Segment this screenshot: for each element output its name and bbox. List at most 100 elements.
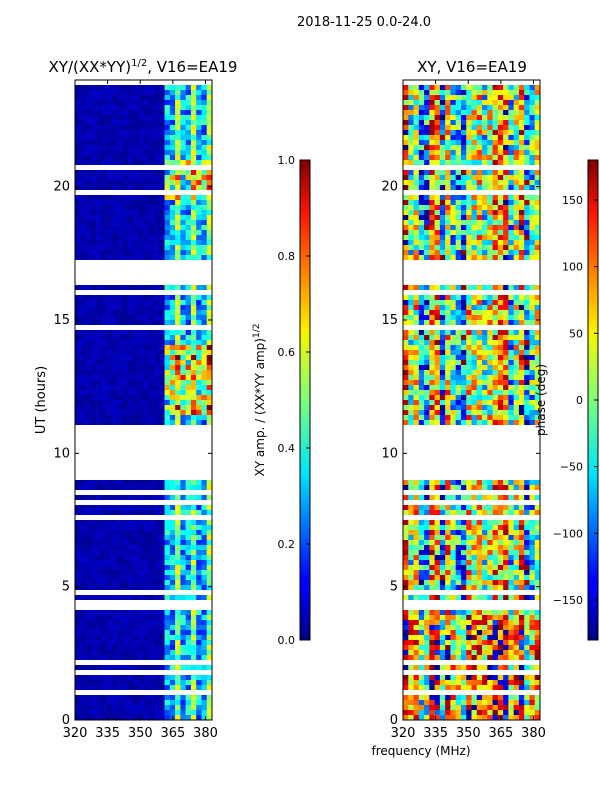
amplitude-cell: [132, 675, 139, 681]
phase-cell: [455, 310, 462, 316]
phase-cell: [429, 595, 435, 601]
phase-cell: [418, 120, 425, 126]
amplitude-cell: [80, 410, 86, 416]
phase-cell: [450, 365, 456, 371]
phase-cell: [439, 195, 446, 201]
amplitude-cell: [75, 200, 81, 206]
phase-cell: [487, 155, 493, 161]
amplitude-cell: [148, 360, 155, 366]
phase-cell: [424, 285, 430, 291]
amplitude-cell: [143, 525, 150, 531]
amplitude-cell: [169, 240, 176, 246]
phase-cell: [513, 175, 520, 181]
phase-cell: [476, 370, 483, 376]
phase-cell: [492, 105, 499, 111]
phase-cell: [487, 90, 493, 96]
amplitude-cell: [154, 200, 160, 206]
amplitude-cell: [143, 640, 150, 646]
phase-cell: [445, 125, 451, 131]
phase-cell: [518, 185, 525, 191]
amplitude-cell: [138, 595, 144, 601]
phase-cell: [413, 620, 420, 626]
amplitude-cell: [154, 130, 160, 136]
phase-cell: [529, 330, 536, 336]
phase-cell: [508, 170, 514, 176]
amplitude-cell: [90, 665, 97, 671]
amplitude-cell: [138, 175, 144, 181]
phase-cell: [429, 210, 435, 216]
amplitude-cell: [117, 125, 123, 131]
amplitude-cell: [201, 390, 208, 396]
phase-cell: [518, 230, 525, 236]
phase-cell: [529, 235, 536, 241]
amplitude-cell: [111, 680, 118, 686]
amplitude-cell: [127, 705, 134, 711]
amplitude-cell: [175, 710, 181, 716]
phase-cell: [476, 320, 483, 326]
amplitude-cell: [169, 305, 176, 311]
amplitude-cell: [122, 295, 128, 301]
phase-cell: [518, 105, 525, 111]
amplitude-cell: [164, 415, 171, 421]
amplitude-cell: [85, 715, 92, 721]
amplitude-cell: [148, 315, 155, 321]
phase-cell: [408, 215, 414, 221]
phase-cell: [403, 535, 409, 541]
phase-cell: [455, 420, 462, 426]
phase-cell: [482, 655, 488, 661]
amplitude-cell: [143, 195, 150, 201]
phase-cell: [434, 240, 441, 246]
phase-cell: [518, 525, 525, 531]
phase-cell: [518, 530, 525, 536]
amplitude-cell: [201, 505, 208, 511]
amplitude-cell: [90, 305, 97, 311]
phase-cell: [503, 350, 509, 356]
phase-cell: [497, 105, 504, 111]
amplitude-cell: [117, 85, 123, 91]
amplitude-cell: [148, 505, 155, 511]
phase-cell: [508, 550, 514, 556]
phase-cell: [492, 200, 499, 206]
amplitude-cell: [185, 220, 192, 226]
amplitude-cell: [127, 495, 134, 501]
amplitude-cell: [122, 635, 128, 641]
phase-cell: [492, 545, 499, 551]
phase-cell: [434, 560, 441, 566]
amplitude-cell: [159, 385, 165, 391]
phase-cell: [513, 330, 520, 336]
amplitude-cell: [90, 400, 97, 406]
phase-cell: [524, 365, 530, 371]
amplitude-cell: [90, 410, 97, 416]
phase-cell: [434, 530, 441, 536]
phase-cell: [529, 300, 536, 306]
amplitude-cell: [117, 250, 123, 256]
amplitude-cell: [127, 335, 134, 341]
phase-cell: [503, 550, 509, 556]
amplitude-cell: [190, 555, 197, 561]
amplitude-cell: [206, 130, 213, 136]
amplitude-cell: [206, 110, 213, 116]
amplitude-cell: [101, 620, 107, 626]
phase-cell: [518, 580, 525, 586]
phase-cell: [450, 295, 456, 301]
phase-cell: [524, 95, 530, 101]
phase-cell: [518, 555, 525, 561]
amplitude-cell: [196, 130, 202, 136]
amplitude-cell: [132, 205, 139, 211]
phase-cell: [439, 650, 446, 656]
amplitude-cell: [111, 650, 118, 656]
amplitude-cell: [75, 655, 81, 661]
phase-cell: [487, 320, 493, 326]
amplitude-cell: [148, 560, 155, 566]
amplitude-cell: [164, 345, 171, 351]
phase-cell: [529, 565, 536, 571]
amplitude-cell: [90, 140, 97, 146]
amplitude-cell: [117, 585, 123, 591]
amplitude-cell: [111, 345, 118, 351]
amplitude-cell: [85, 620, 92, 626]
amplitude-cell: [159, 405, 165, 411]
phase-cell: [403, 250, 409, 256]
amplitude-cell: [206, 695, 213, 701]
amplitude-cell: [143, 320, 150, 326]
amplitude-cell: [80, 175, 86, 181]
